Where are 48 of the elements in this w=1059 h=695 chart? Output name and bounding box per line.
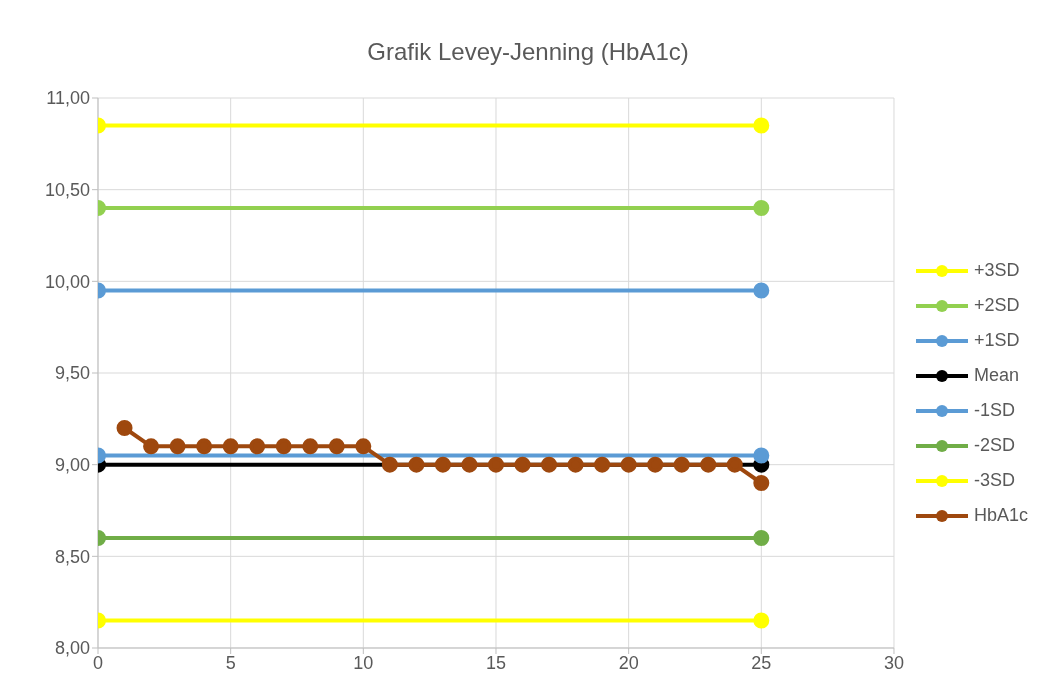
point <box>434 456 451 473</box>
point <box>567 456 584 473</box>
point <box>726 456 743 473</box>
point <box>673 456 690 473</box>
x-tick-label: 5 <box>225 652 236 673</box>
point <box>753 475 770 491</box>
y-tick-label: 11,00 <box>46 88 90 109</box>
point <box>143 438 160 455</box>
point <box>620 456 637 473</box>
legend-label: Mean <box>973 365 1019 386</box>
point <box>302 438 319 455</box>
point <box>408 456 425 473</box>
legend-label: +3SD <box>973 260 1020 281</box>
point <box>461 456 478 473</box>
point <box>249 438 266 455</box>
point <box>355 438 372 455</box>
point <box>647 456 664 473</box>
legend-label: -1SD <box>973 400 1015 421</box>
legend-label: HbA1c <box>973 505 1028 526</box>
y-tick-label: 10,50 <box>44 180 90 201</box>
point <box>222 438 239 455</box>
point <box>196 438 213 455</box>
x-tick-label: 30 <box>883 652 904 673</box>
point <box>514 456 531 473</box>
x-tick-label: 25 <box>751 652 772 673</box>
point <box>487 456 504 473</box>
point <box>275 438 292 455</box>
point <box>541 456 558 473</box>
y-tick-label: 8,00 <box>54 638 90 659</box>
x-tick-label: 0 <box>92 652 104 673</box>
point <box>169 438 186 455</box>
x-tick-label: 20 <box>618 652 639 673</box>
x-tick-label: 10 <box>353 652 374 673</box>
y-tick-label: 10,00 <box>44 271 90 292</box>
y-tick-label: 9,00 <box>54 455 90 476</box>
legend-label: -3SD <box>973 470 1015 491</box>
y-tick-label: 8,50 <box>54 546 90 567</box>
point <box>700 456 717 473</box>
x-tick-label: 15 <box>485 652 506 673</box>
legend-label: -2SD <box>973 435 1015 456</box>
point <box>328 438 345 455</box>
point <box>594 456 611 473</box>
chart-title: Grafik Levey-Jenning (HbA1c) <box>366 37 690 67</box>
legend-label: +2SD <box>973 295 1020 316</box>
point <box>381 456 398 473</box>
point <box>116 420 133 436</box>
legend-label: +1SD <box>973 330 1020 351</box>
y-tick-label: 9,50 <box>54 363 90 384</box>
